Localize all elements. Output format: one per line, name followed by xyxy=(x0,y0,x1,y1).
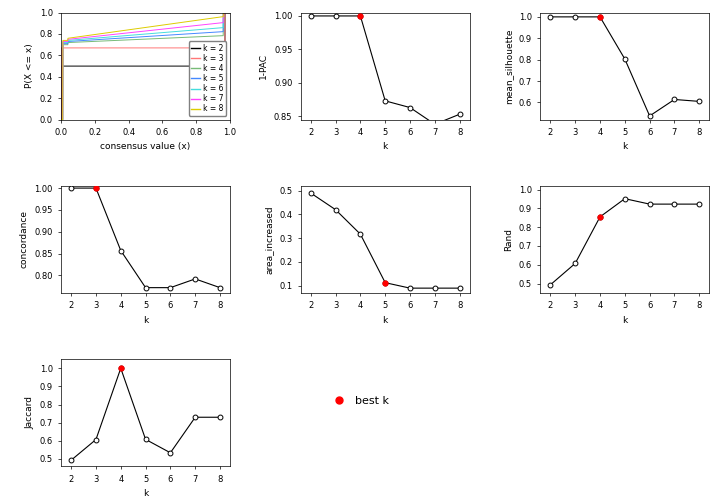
X-axis label: k: k xyxy=(382,316,388,325)
Legend: best k: best k xyxy=(323,392,394,410)
Y-axis label: Rand: Rand xyxy=(504,228,513,251)
Y-axis label: P(X <= x): P(X <= x) xyxy=(25,44,34,89)
X-axis label: consensus value (x): consensus value (x) xyxy=(101,143,191,152)
X-axis label: k: k xyxy=(622,143,627,152)
Y-axis label: area_increased: area_increased xyxy=(265,205,274,274)
Y-axis label: Jaccard: Jaccard xyxy=(25,396,34,429)
X-axis label: k: k xyxy=(143,316,148,325)
X-axis label: k: k xyxy=(622,316,627,325)
Y-axis label: 1-PAC: 1-PAC xyxy=(259,53,269,79)
Y-axis label: mean_silhouette: mean_silhouette xyxy=(504,28,513,104)
Legend: k = 2, k = 3, k = 4, k = 5, k = 6, k = 7, k = 8: k = 2, k = 3, k = 4, k = 5, k = 6, k = 7… xyxy=(189,41,226,116)
X-axis label: k: k xyxy=(382,143,388,152)
X-axis label: k: k xyxy=(143,489,148,498)
Y-axis label: concordance: concordance xyxy=(20,210,29,269)
